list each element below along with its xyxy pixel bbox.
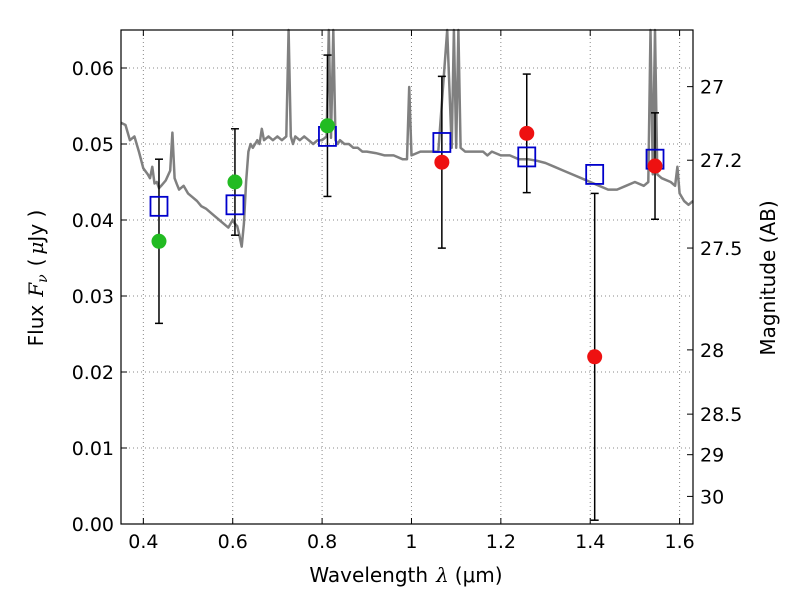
plot-frame bbox=[120, 29, 694, 525]
model-spectrum bbox=[120, 28, 694, 248]
y2-tick-label: 27 bbox=[700, 77, 724, 99]
grid-lines bbox=[121, 30, 693, 524]
observed-optical-point bbox=[227, 174, 243, 190]
observed-nir-point bbox=[434, 154, 450, 170]
y-tick-label: 0.06 bbox=[72, 58, 114, 80]
y-tick-label: 0.02 bbox=[72, 362, 114, 384]
observed-optical-point bbox=[151, 233, 167, 249]
model-photometry-square bbox=[585, 163, 605, 185]
y2-tick-label: 28.5 bbox=[700, 404, 742, 426]
observed-points bbox=[151, 118, 663, 365]
observed-optical-point bbox=[319, 118, 335, 134]
x-tick-label: 0.4 bbox=[128, 531, 158, 553]
model-photometry-square bbox=[225, 194, 245, 216]
x-tick-label: 1 bbox=[405, 531, 417, 553]
y-tick-label: 0.04 bbox=[72, 210, 114, 232]
axis-ticks: 0.4 0.6 0.8 1 1.2 1.4 1.6 0.00 0.01 0.02 0.03 0.04 0… bbox=[72, 30, 742, 553]
y-tick-label: 0.03 bbox=[72, 286, 114, 308]
x-tick-label: 1.2 bbox=[486, 531, 516, 553]
x-tick-label: 0.8 bbox=[307, 531, 337, 553]
y2-tick-label: 27.5 bbox=[700, 238, 742, 260]
y-tick-label: 0.05 bbox=[72, 134, 114, 156]
observed-nir-point bbox=[587, 349, 603, 365]
observed-nir-point bbox=[519, 125, 535, 141]
y-tick-label: 0.01 bbox=[72, 438, 114, 460]
x-axis-title: Wavelength λ (μm) bbox=[309, 563, 502, 587]
x-tick-label: 1.6 bbox=[664, 531, 694, 553]
model-photometry-square bbox=[517, 146, 537, 168]
spectrum-line bbox=[120, 28, 694, 248]
y-tick-label: 0.00 bbox=[72, 514, 114, 536]
y-axis-title: FluxFν(μJy ) bbox=[24, 210, 51, 347]
observed-nir-point bbox=[647, 158, 663, 174]
y2-tick-label: 27.2 bbox=[700, 150, 742, 172]
x-tick-label: 1.4 bbox=[575, 531, 605, 553]
model-photometry-square bbox=[149, 195, 169, 217]
y2-tick-label: 30 bbox=[700, 486, 724, 508]
y2-tick-label: 29 bbox=[700, 445, 724, 467]
x-tick-label: 0.6 bbox=[218, 531, 248, 553]
y2-axis-title: Magnitude (AB) bbox=[756, 200, 780, 355]
y2-tick-label: 28 bbox=[700, 340, 724, 362]
model-photometry-square bbox=[432, 132, 452, 153]
